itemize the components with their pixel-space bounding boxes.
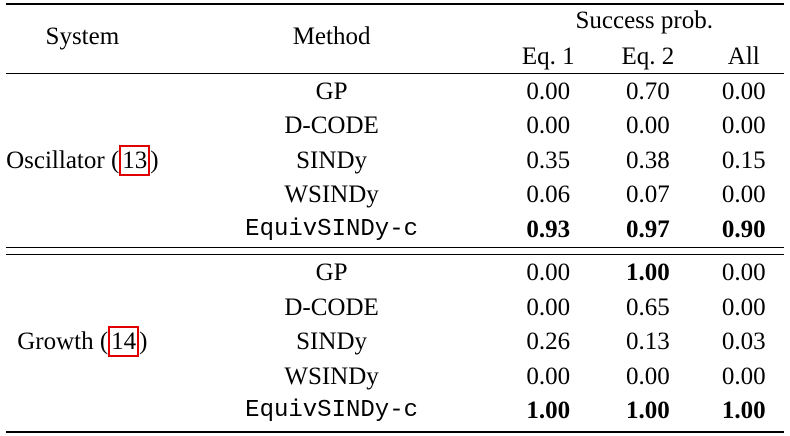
method-cell: GP [315, 259, 348, 287]
table-row: D-CODE 0.00 0.65 0.00 [6, 291, 784, 326]
table-row: EquivSINDy-c 1.00 1.00 1.00 [6, 394, 784, 429]
value-cell: 0.00 [526, 77, 571, 105]
value-cell: 0.00 [625, 362, 670, 390]
double-rule-top [6, 247, 784, 248]
results-table: System Method Success prob. Eq. 1 Eq. 2 … [6, 0, 784, 429]
value-cell: 0.06 [526, 181, 571, 209]
value-cell: 0.15 [721, 146, 766, 174]
system-name: Oscillator [6, 146, 105, 174]
table-row: Oscillator (13) GP 0.00 0.70 0.00 [6, 75, 784, 176]
system-cell: Growth (14) [17, 326, 148, 358]
header-rule [6, 73, 784, 74]
value-cell: 0.13 [625, 328, 670, 356]
value-cell: 0.90 [721, 215, 766, 243]
value-cell: 0.35 [526, 146, 571, 174]
table-row: EquivSINDy-c 0.93 0.97 0.90 [6, 213, 784, 248]
method-cell: D-CODE [284, 293, 379, 321]
bottom-rule [6, 431, 784, 433]
value-cell: 0.00 [721, 293, 766, 321]
top-rule [6, 3, 784, 5]
value-cell: 0.00 [526, 293, 571, 321]
value-cell: 0.38 [625, 146, 670, 174]
method-cell: EquivSINDy-c [245, 215, 418, 243]
header-eq2: Eq. 2 [621, 42, 675, 70]
value-cell: 1.00 [526, 397, 571, 425]
method-cell: GP [315, 77, 348, 105]
table-row: WSINDy 0.06 0.07 0.00 [6, 178, 784, 213]
value-cell: 0.65 [625, 293, 670, 321]
value-cell: 0.00 [526, 259, 571, 287]
value-cell: 0.26 [526, 328, 571, 356]
method-cell: EquivSINDy-c [245, 397, 418, 425]
value-cell: 0.00 [721, 77, 766, 105]
header-all: All [727, 42, 760, 70]
value-cell: 0.93 [526, 215, 571, 243]
header-method: Method [292, 23, 371, 51]
value-cell: 0.00 [721, 181, 766, 209]
table-row: D-CODE 0.00 0.00 0.00 [6, 109, 784, 144]
header-success-prob: Success prob. [575, 7, 713, 35]
header-eq1: Eq. 1 [521, 42, 575, 70]
value-cell: 1.00 [721, 397, 766, 425]
value-cell: 0.00 [526, 112, 571, 140]
value-cell: 1.00 [625, 397, 670, 425]
method-cell: SINDy [296, 146, 367, 174]
header-system: System [45, 23, 120, 51]
table-row: SINDy 0.26 0.13 0.03 [6, 325, 784, 360]
system-cell: Oscillator (13) [6, 144, 159, 176]
method-cell: D-CODE [284, 112, 379, 140]
value-cell: 0.00 [721, 362, 766, 390]
value-cell: 0.00 [721, 259, 766, 287]
value-cell: 0.00 [721, 112, 766, 140]
value-cell: 0.03 [721, 328, 766, 356]
table-row: Growth (14) GP 0.00 1.00 0.00 [6, 256, 784, 358]
double-rule-bottom [6, 254, 784, 255]
citation-link[interactable]: 14 [108, 326, 140, 358]
value-cell: 0.07 [625, 181, 670, 209]
value-cell: 1.00 [625, 259, 670, 287]
value-cell: 0.70 [625, 77, 670, 105]
method-cell: WSINDy [284, 181, 379, 209]
citation-link[interactable]: 13 [119, 144, 151, 176]
value-cell: 0.00 [526, 362, 571, 390]
table-row: SINDy 0.35 0.38 0.15 [6, 144, 784, 179]
value-cell: 0.97 [625, 215, 670, 243]
method-cell: SINDy [296, 328, 367, 356]
system-name: Growth [17, 328, 94, 356]
method-cell: WSINDy [284, 362, 379, 390]
table-row: WSINDy 0.00 0.00 0.00 [6, 360, 784, 395]
value-cell: 0.00 [625, 112, 670, 140]
